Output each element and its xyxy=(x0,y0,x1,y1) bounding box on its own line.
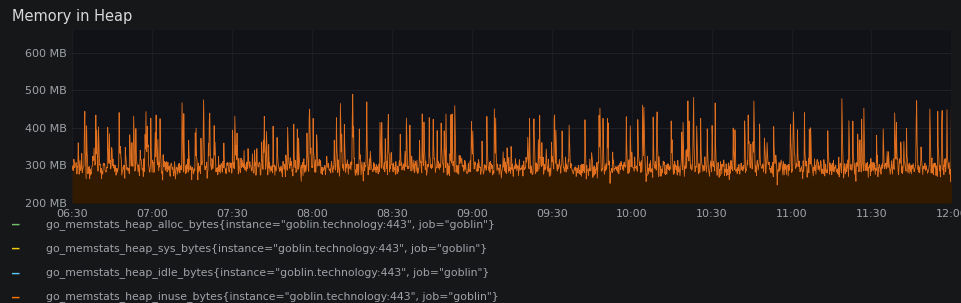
Text: go_memstats_heap_alloc_bytes{instance="goblin.technology:443", job="goblin"}: go_memstats_heap_alloc_bytes{instance="g… xyxy=(46,219,495,230)
Text: go_memstats_heap_sys_bytes{instance="goblin.technology:443", job="goblin"}: go_memstats_heap_sys_bytes{instance="gob… xyxy=(46,243,487,254)
Text: Memory in Heap: Memory in Heap xyxy=(12,9,133,24)
Text: go_memstats_heap_idle_bytes{instance="goblin.technology:443", job="goblin"}: go_memstats_heap_idle_bytes{instance="go… xyxy=(46,267,489,278)
Text: go_memstats_heap_inuse_bytes{instance="goblin.technology:443", job="goblin"}: go_memstats_heap_inuse_bytes{instance="g… xyxy=(46,291,499,302)
Text: —: — xyxy=(12,291,20,303)
Text: —: — xyxy=(12,266,20,279)
Text: —: — xyxy=(12,242,20,255)
Text: —: — xyxy=(12,218,20,231)
